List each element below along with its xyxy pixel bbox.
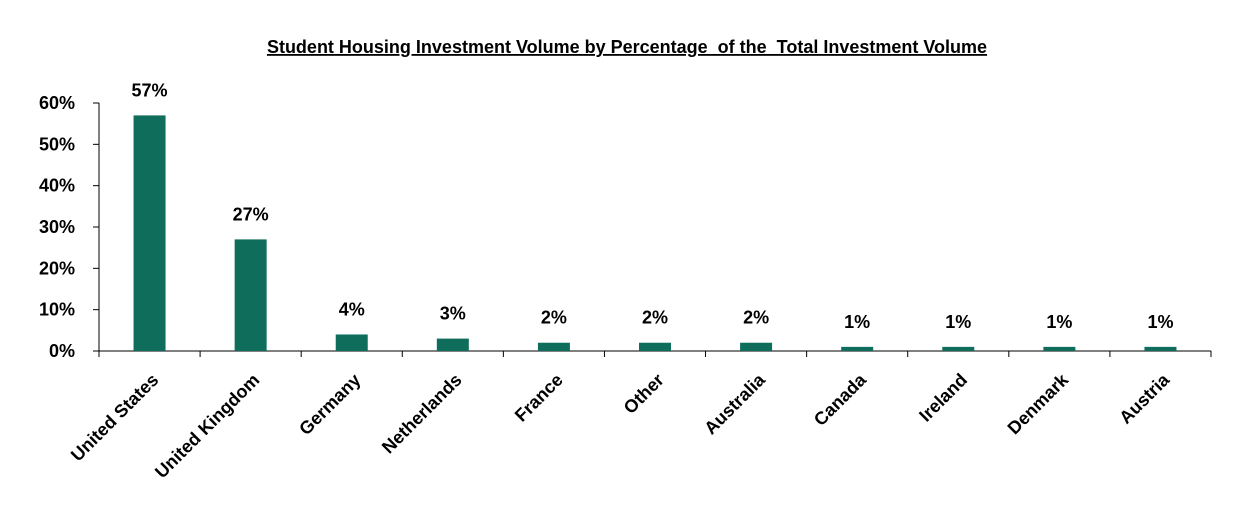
x-tick-label: Germany: [295, 370, 364, 439]
bar: [133, 115, 166, 352]
x-tick-label: United States: [67, 370, 162, 465]
bar-value-label: 57%: [132, 80, 168, 100]
y-tick-label: 30%: [39, 217, 75, 237]
bar-value-label: 3%: [440, 304, 466, 324]
bar-value-label: 1%: [945, 312, 971, 332]
y-axis: 0% 10% 20% 30% 40% 50% 60%: [39, 93, 100, 361]
x-tick-label: United Kingdom: [151, 370, 263, 482]
bar-value-label: 2%: [541, 308, 567, 328]
bar: [436, 338, 469, 351]
bar: [1043, 346, 1076, 351]
bar: [740, 342, 773, 351]
bar-series: [133, 115, 1177, 352]
x-tick-label: Ireland: [915, 370, 971, 426]
bar: [1144, 346, 1177, 351]
bar: [335, 334, 368, 351]
x-tick-label: France: [511, 370, 567, 426]
data-labels: 57% 27% 4% 3% 2% 2% 2% 1% 1% 1% 1%: [132, 80, 1174, 331]
bar-value-label: 1%: [1046, 312, 1072, 332]
x-tick-label: Other: [620, 370, 668, 418]
x-tick-label: Denmark: [1004, 369, 1073, 438]
x-tick-label: Canada: [810, 369, 871, 430]
bar-value-label: 2%: [743, 308, 769, 328]
x-tick-label: Netherlands: [378, 370, 466, 458]
y-tick-label: 10%: [39, 300, 75, 320]
bar: [537, 342, 570, 351]
bar: [639, 342, 671, 351]
bar: [234, 239, 267, 351]
y-tick-label: 0%: [49, 341, 75, 361]
bar-value-label: 1%: [1147, 312, 1173, 332]
y-tick-label: 20%: [39, 258, 75, 278]
bar-value-label: 4%: [339, 299, 365, 319]
chart-title: Student Housing Investment Volume by Per…: [267, 37, 987, 57]
bar: [942, 346, 975, 351]
bar-value-label: 2%: [642, 308, 668, 328]
x-tick-label: Australia: [700, 369, 769, 438]
bar: [841, 346, 874, 351]
bar-value-label: 1%: [844, 312, 870, 332]
y-tick-label: 50%: [39, 134, 75, 154]
x-tick-label: Austria: [1115, 369, 1174, 428]
bar-value-label: 27%: [233, 204, 269, 224]
y-tick-label: 40%: [39, 176, 75, 196]
y-tick-label: 60%: [39, 93, 75, 113]
